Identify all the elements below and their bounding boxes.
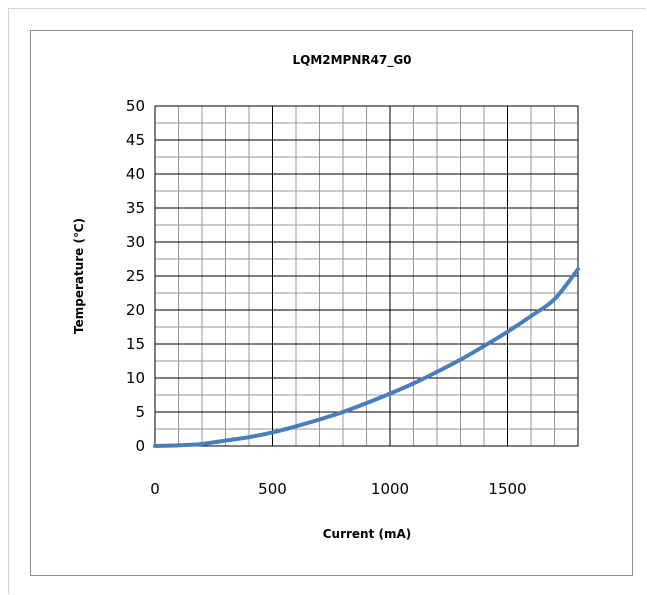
- y-tick-label: 15: [126, 335, 145, 353]
- y-tick-label: 0: [135, 437, 145, 455]
- x-tick-label: 500: [258, 480, 287, 498]
- y-tick-labels: 0 5 10 15 20 25 30 35 40 45 50: [126, 97, 145, 455]
- x-axis-label: Current (mA): [323, 527, 412, 541]
- y-tick-label: 50: [126, 97, 145, 115]
- chart-title: LQM2MPNR47_G0: [292, 53, 411, 68]
- y-axis-label: Temperature (℃): [72, 218, 86, 334]
- x-tick-labels: 0 500 1000 1500: [150, 480, 526, 498]
- series-line: [153, 267, 580, 448]
- chart-area: [30, 30, 633, 576]
- y-tick-label: 40: [126, 165, 145, 183]
- plot-border: [154, 105, 579, 447]
- x-tick-label: 1000: [371, 480, 409, 498]
- y-tick-label: 20: [126, 301, 145, 319]
- y-tick-label: 45: [126, 131, 145, 149]
- y-tick-label: 35: [126, 199, 145, 217]
- y-tick-label: 25: [126, 267, 145, 285]
- y-tick-label: 10: [126, 369, 145, 387]
- y-tick-label: 5: [135, 403, 145, 421]
- x-tick-label: 0: [150, 480, 160, 498]
- grid-major: [155, 106, 578, 446]
- outer-frame: [8, 8, 646, 594]
- y-tick-label: 30: [126, 233, 145, 251]
- x-tick-label: 1500: [488, 480, 526, 498]
